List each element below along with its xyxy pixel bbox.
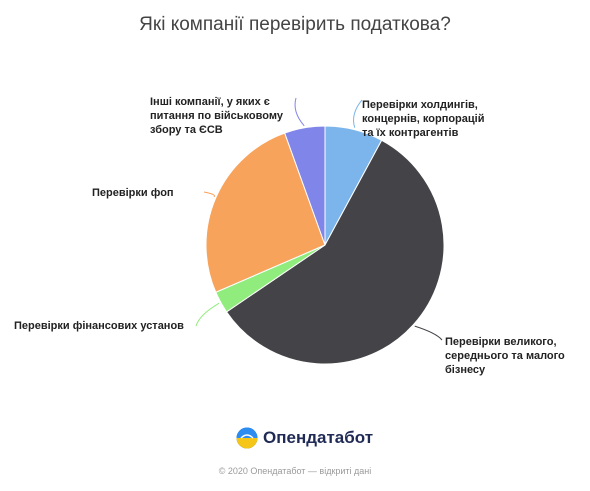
opendatabot-logo-icon [236,427,258,449]
slice-fop-leader [203,191,215,198]
chart-title: Які компанії перевірить податкова? [139,14,451,35]
label-other: Інші компанії, у яких є питання по військ… [150,96,283,136]
slice-other-leader [294,97,305,127]
label-holdings: Перевірки холдингів, концернів, корпораці… [362,99,485,139]
footer-text: © 2020 Опендатабот — відкриті дані [218,466,372,476]
slice-finance-leader [195,302,220,327]
slice-business-leader [414,325,443,341]
slice-fop [205,132,326,293]
brand-name: Опендатабот [263,428,374,447]
brand-logo: Опендатабот [236,425,373,451]
slice-other [284,125,326,246]
label-business: Перевірки великого, середнього та малого б… [445,336,565,376]
slice-holdings-leader [353,99,363,128]
slice-business [225,139,445,365]
label-finance: Перевірки фінансових установ [14,320,184,332]
label-fop: Перевірки фоп [92,187,174,199]
